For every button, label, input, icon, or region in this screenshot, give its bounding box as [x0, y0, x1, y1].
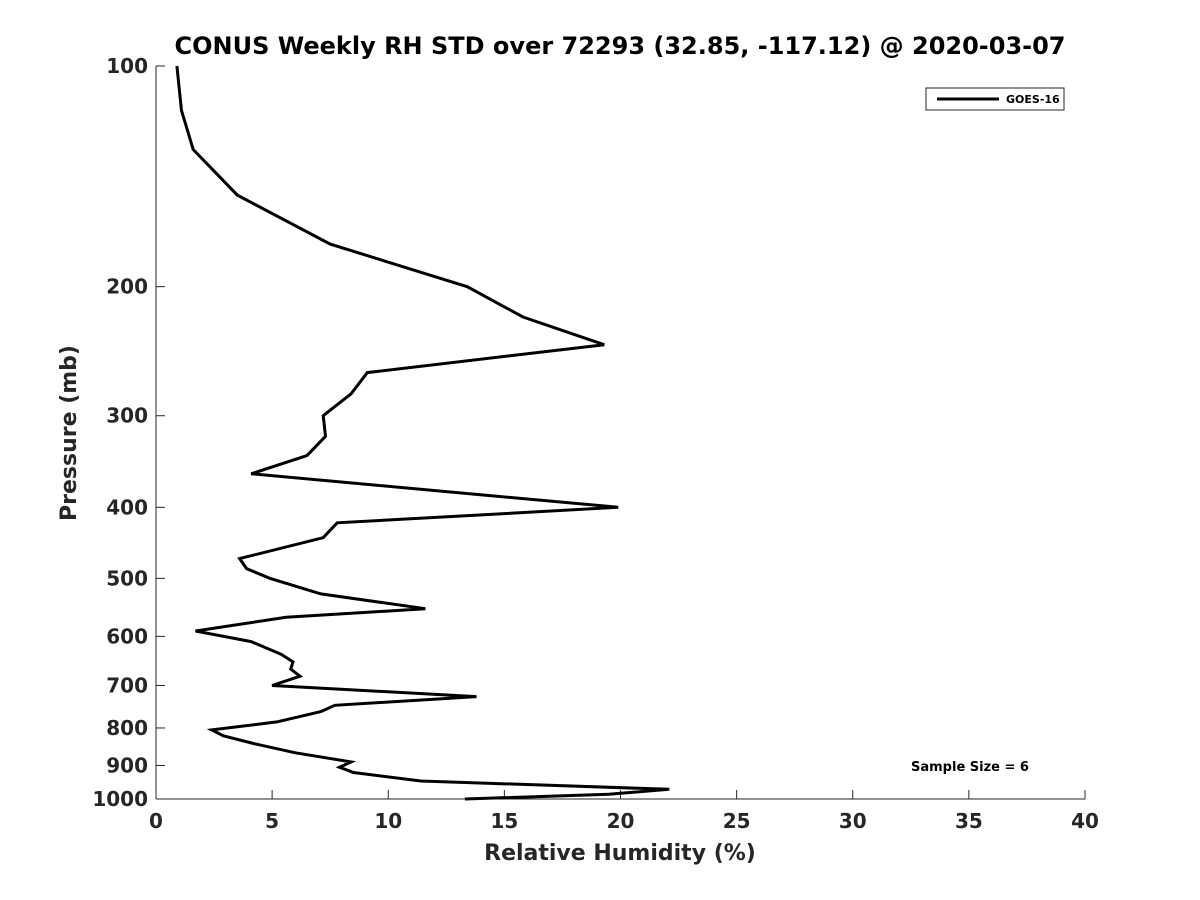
y-tick-label: 200 — [106, 275, 148, 299]
legend-label-goes-16: GOES-16 — [1006, 93, 1060, 106]
plot-area: 0 5 10 15 20 25 30 35 40 100 200 300 400 500 600 700 80… — [92, 54, 1099, 833]
series-group — [175, 65, 670, 801]
x-tick-label: 15 — [490, 809, 518, 833]
x-tick-label: 20 — [607, 809, 635, 833]
x-axis-label: Relative Humidity (%) — [484, 841, 756, 866]
y-tick-label: 600 — [106, 624, 148, 648]
x-tick-label: 10 — [374, 809, 402, 833]
x-tick-label: 35 — [955, 809, 983, 833]
y-tick-label: 700 — [106, 673, 148, 697]
chart-title: CONUS Weekly RH STD over 72293 (32.85, -… — [174, 32, 1065, 60]
y-tick-label: 900 — [106, 753, 148, 777]
sample-size-annotation: Sample Size = 6 — [911, 760, 1029, 775]
series-line-goes-16 — [175, 65, 670, 801]
y-tick-label: 100 — [106, 54, 148, 78]
legend: GOES-16 — [925, 87, 1065, 111]
x-ticks: 0 5 10 15 20 25 30 35 40 — [149, 790, 1099, 833]
x-tick-label: 0 — [149, 809, 163, 833]
x-tick-label: 40 — [1071, 809, 1099, 833]
x-tick-label: 5 — [265, 809, 279, 833]
y-tick-label: 1000 — [92, 787, 148, 811]
y-tick-label: 400 — [106, 495, 148, 519]
y-tick-label: 800 — [106, 716, 148, 740]
y-ticks: 100 200 300 400 500 600 700 800 900 1000 — [92, 54, 165, 811]
x-tick-label: 25 — [723, 809, 751, 833]
y-tick-label: 500 — [106, 566, 148, 590]
y-axis-label: Pressure (mb) — [57, 345, 82, 521]
y-tick-label: 300 — [106, 404, 148, 428]
x-tick-label: 30 — [839, 809, 867, 833]
